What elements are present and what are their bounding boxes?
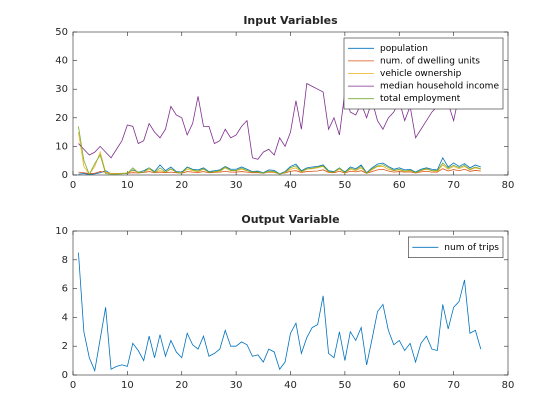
x-tick-label: 0 bbox=[70, 380, 76, 391]
legend-text: vehicle ownership bbox=[380, 69, 462, 79]
x-tick-label: 40 bbox=[284, 380, 297, 391]
y-tick-label: 2 bbox=[62, 341, 68, 352]
x-tick-label: 20 bbox=[175, 180, 188, 191]
chart-title: Input Variables bbox=[243, 14, 338, 27]
x-tick-label: 40 bbox=[284, 180, 297, 191]
legend-text: num. of dwelling units bbox=[380, 56, 480, 66]
y-tick-label: 6 bbox=[62, 284, 68, 295]
legend-box bbox=[407, 236, 504, 258]
x-tick-label: 70 bbox=[447, 180, 460, 191]
x-tick-label: 30 bbox=[230, 380, 243, 391]
legend-text: total employment bbox=[380, 94, 461, 104]
x-tick-label: 10 bbox=[121, 380, 134, 391]
legend-text: population bbox=[380, 44, 428, 54]
axes-box bbox=[72, 31, 509, 176]
y-tick-label: 20 bbox=[55, 113, 68, 124]
series-line bbox=[78, 79, 482, 160]
y-tick-label: 8 bbox=[62, 255, 68, 266]
axes-box bbox=[72, 230, 509, 376]
legend-text: median household income bbox=[380, 82, 499, 92]
x-tick-label: 60 bbox=[393, 380, 406, 391]
x-tick-label: 50 bbox=[339, 180, 352, 191]
y-tick-label: 4 bbox=[62, 312, 68, 323]
chart-title: Output Variable bbox=[241, 213, 339, 226]
x-tick-label: 20 bbox=[175, 380, 188, 391]
x-tick-label: 80 bbox=[502, 380, 515, 391]
legend: population num. of dwelling units vehicle … bbox=[343, 37, 504, 110]
x-tick-label: 50 bbox=[339, 380, 352, 391]
x-tick-label: 10 bbox=[121, 180, 134, 191]
x-tick-label: 30 bbox=[230, 180, 243, 191]
series-line bbox=[78, 252, 482, 373]
axes: Output Variable 0 10 20 30 40 50 60 70 80 0 2 4 6 8 10 n… bbox=[55, 213, 514, 391]
y-tick-label: 0 bbox=[62, 370, 68, 381]
x-tick-label: 60 bbox=[393, 180, 406, 191]
y-tick-label: 50 bbox=[55, 27, 68, 38]
x-tick-label: 80 bbox=[502, 180, 515, 191]
legend: num of trips bbox=[407, 236, 504, 258]
y-tick-label: 0 bbox=[62, 170, 68, 181]
y-tick-label: 30 bbox=[55, 84, 68, 95]
x-tick-label: 70 bbox=[447, 380, 460, 391]
legend-text: num of trips bbox=[444, 243, 499, 253]
x-tick-label: 0 bbox=[70, 180, 76, 191]
series-line bbox=[78, 126, 481, 176]
y-tick-label: 40 bbox=[55, 56, 68, 67]
y-tick-label: 10 bbox=[55, 226, 68, 237]
axes: Input Variables 0 10 20 30 40 50 60 70 80 0 10 20 30 4… bbox=[55, 14, 514, 191]
y-tick-label: 10 bbox=[55, 141, 68, 152]
